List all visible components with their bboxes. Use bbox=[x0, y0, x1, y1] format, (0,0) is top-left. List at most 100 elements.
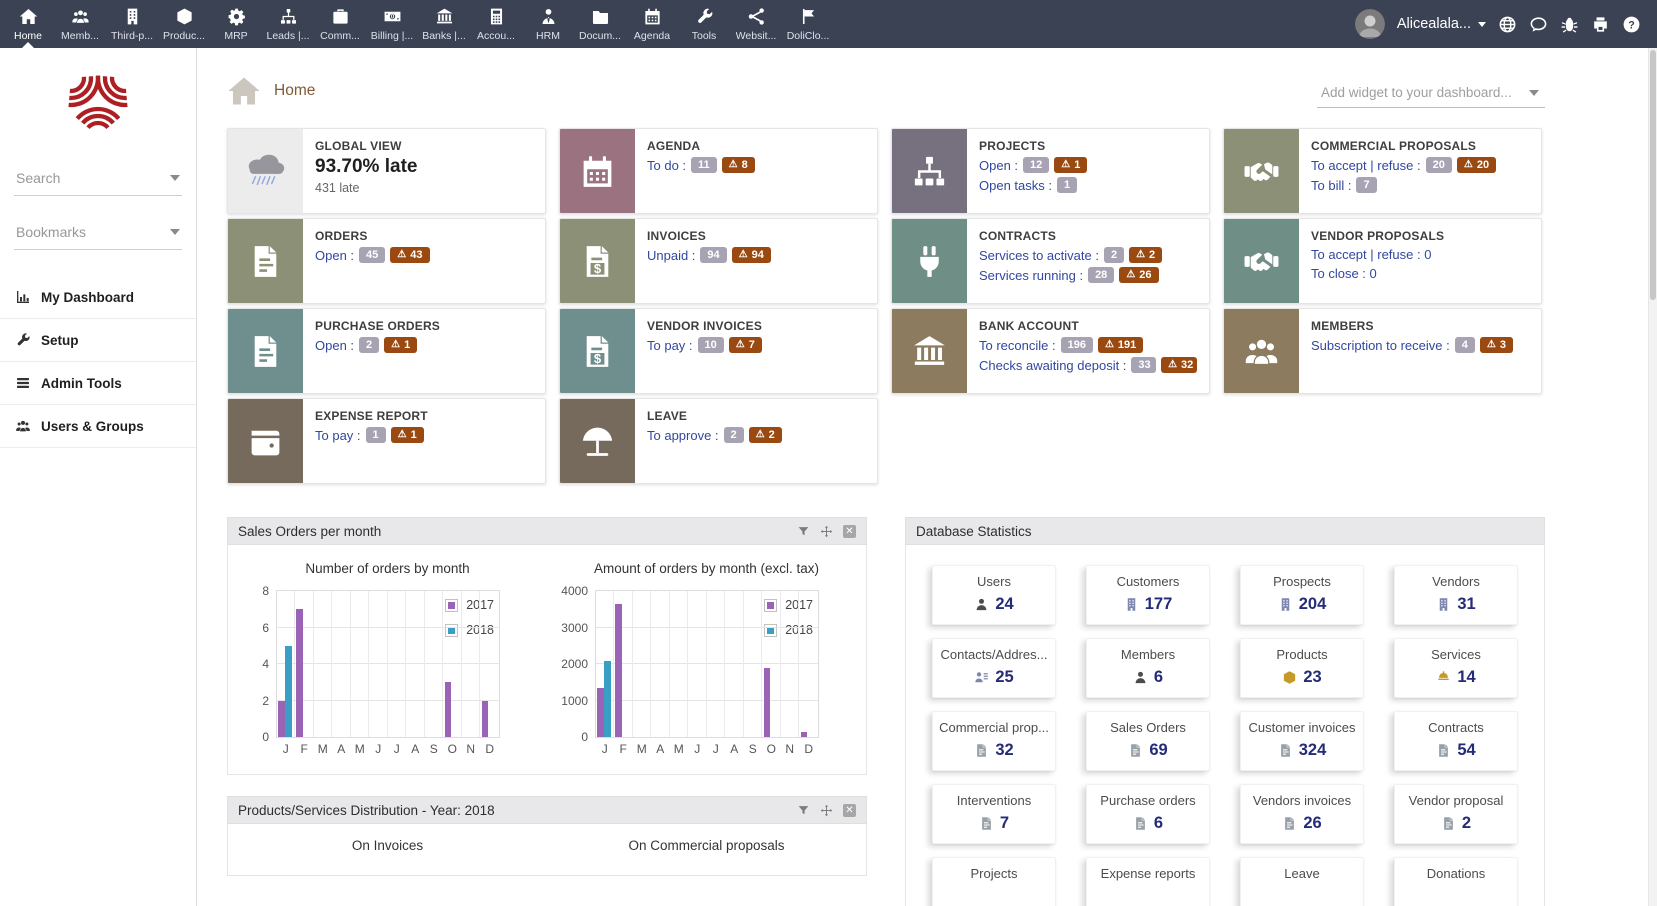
nav-item-accounting[interactable]: Accou... bbox=[470, 0, 522, 48]
stat-card-customers[interactable]: Customers 177 bbox=[1086, 565, 1210, 625]
stat-card-customer-invoices[interactable]: Customer invoices 324 bbox=[1240, 711, 1364, 771]
widget-title[interactable]: EXPENSE REPORT bbox=[315, 409, 533, 423]
nav-item-home[interactable]: Home bbox=[2, 0, 54, 48]
printer-icon[interactable] bbox=[1591, 15, 1610, 34]
nav-item-banks[interactable]: Banks |... bbox=[418, 0, 470, 48]
stat-card-vendors[interactable]: Vendors 31 bbox=[1394, 565, 1518, 625]
stat-card-interventions[interactable]: Interventions 7 bbox=[932, 784, 1056, 844]
add-widget-placeholder: Add widget to your dashboard... bbox=[1321, 85, 1512, 100]
stat-card-vendors-invoices[interactable]: Vendors invoices 26 bbox=[1240, 784, 1364, 844]
widget-line[interactable]: To pay : 10 ⚠7 bbox=[647, 337, 865, 353]
stat-card-vendor-proposal[interactable]: Vendor proposal 2 bbox=[1394, 784, 1518, 844]
stat-card-contacts[interactable]: Contacts/Addres... 25 bbox=[932, 638, 1056, 698]
nav-item-products[interactable]: Produc... bbox=[158, 0, 210, 48]
stat-card-products[interactable]: Products 23 bbox=[1240, 638, 1364, 698]
move-icon[interactable] bbox=[820, 804, 833, 817]
help-icon[interactable] bbox=[1622, 15, 1641, 34]
nav-item-members[interactable]: Memb... bbox=[54, 0, 106, 48]
vertical-scrollbar[interactable] bbox=[1648, 48, 1657, 906]
nav-item-website[interactable]: Websit... bbox=[730, 0, 782, 48]
sidebar-item-admin-tools[interactable]: Admin Tools bbox=[0, 362, 196, 405]
chevron-down-icon bbox=[1478, 22, 1486, 27]
widget-line[interactable]: Checks awaiting deposit : 33 ⚠32 bbox=[979, 357, 1197, 373]
left-sidebar: Search Bookmarks My Dashboard Setup A bbox=[0, 48, 197, 906]
widget-line[interactable]: To pay : 1 ⚠1 bbox=[315, 427, 533, 443]
widget-line[interactable]: To accept | refuse : 20 ⚠20 bbox=[1311, 157, 1529, 173]
nav-item-billing[interactable]: Billing |... bbox=[366, 0, 418, 48]
stat-card-leave[interactable]: Leave bbox=[1240, 857, 1364, 906]
sidebar-item-my-dashboard[interactable]: My Dashboard bbox=[0, 276, 196, 319]
widget-title[interactable]: BANK ACCOUNT bbox=[979, 319, 1197, 333]
widget-line[interactable]: To accept | refuse : 0 bbox=[1311, 247, 1529, 262]
widget-line[interactable]: To bill : 7 bbox=[1311, 177, 1529, 193]
stat-card-projects[interactable]: Projects bbox=[932, 857, 1056, 906]
user-menu[interactable]: Alicealala... bbox=[1397, 16, 1486, 32]
search-combobox[interactable]: Search bbox=[14, 168, 182, 196]
close-icon[interactable]: ✕ bbox=[843, 804, 856, 817]
stat-card-purchase-orders[interactable]: Purchase orders 6 bbox=[1086, 784, 1210, 844]
widget-line[interactable]: To reconcile : 196 ⚠191 bbox=[979, 337, 1197, 353]
sidebar-item-setup[interactable]: Setup bbox=[0, 319, 196, 362]
nav-item-dolicloud[interactable]: DoliClo... bbox=[782, 0, 834, 48]
widget-title[interactable]: PURCHASE ORDERS bbox=[315, 319, 533, 333]
widget-title[interactable]: VENDOR PROPOSALS bbox=[1311, 229, 1529, 243]
scrollbar-thumb[interactable] bbox=[1650, 50, 1656, 300]
avatar[interactable] bbox=[1355, 9, 1385, 39]
menu-label: Setup bbox=[41, 333, 79, 348]
widget-line[interactable]: Open : 2 ⚠1 bbox=[315, 337, 533, 353]
widget-title[interactable]: CONTRACTS bbox=[979, 229, 1197, 243]
stat-card-expense-reports[interactable]: Expense reports bbox=[1086, 857, 1210, 906]
add-widget-dropdown[interactable]: Add widget to your dashboard... bbox=[1317, 83, 1545, 108]
widget-title[interactable]: INVOICES bbox=[647, 229, 865, 243]
stat-card-services[interactable]: Services 14 bbox=[1394, 638, 1518, 698]
nav-item-documents[interactable]: Docum... bbox=[574, 0, 626, 48]
bookmarks-combobox[interactable]: Bookmarks bbox=[14, 222, 182, 250]
widget-line[interactable]: Services running : 28 ⚠26 bbox=[979, 267, 1197, 283]
nav-item-leads[interactable]: Leads |... bbox=[262, 0, 314, 48]
widget-title[interactable]: PROJECTS bbox=[979, 139, 1197, 153]
stat-card-sales-orders[interactable]: Sales Orders 69 bbox=[1086, 711, 1210, 771]
stat-card-prospects[interactable]: Prospects 204 bbox=[1240, 565, 1364, 625]
widget-line[interactable]: To approve : 2 ⚠2 bbox=[647, 427, 865, 443]
widget-title[interactable]: VENDOR INVOICES bbox=[647, 319, 865, 333]
widget-line[interactable]: Services to activate : 2 ⚠2 bbox=[979, 247, 1197, 263]
stat-card-commercial-proposals[interactable]: Commercial prop... 32 bbox=[932, 711, 1056, 771]
widget-title[interactable]: ORDERS bbox=[315, 229, 533, 243]
widget-line[interactable]: Open : 45 ⚠43 bbox=[315, 247, 533, 263]
filter-icon[interactable] bbox=[797, 525, 810, 538]
widget-title[interactable]: GLOBAL VIEW bbox=[315, 139, 533, 153]
stat-card-users[interactable]: Users 24 bbox=[932, 565, 1056, 625]
warning-icon: ⚠ bbox=[1126, 270, 1135, 280]
sidebar-item-users-groups[interactable]: Users & Groups bbox=[0, 405, 196, 448]
widget-title[interactable]: MEMBERS bbox=[1311, 319, 1529, 333]
nav-item-commerce[interactable]: Comm... bbox=[314, 0, 366, 48]
stat-label: Leave bbox=[1245, 866, 1359, 881]
widget-line[interactable]: To do : 11 ⚠8 bbox=[647, 157, 865, 173]
widget-line[interactable]: Unpaid : 94 ⚠94 bbox=[647, 247, 865, 263]
widget-line[interactable]: Open : 12 ⚠1 bbox=[979, 157, 1197, 173]
close-icon[interactable]: ✕ bbox=[843, 525, 856, 538]
widget-line[interactable]: To close : 0 bbox=[1311, 266, 1529, 281]
nav-item-tools[interactable]: Tools bbox=[678, 0, 730, 48]
stat-card-members[interactable]: Members 6 bbox=[1086, 638, 1210, 698]
menu-label: Admin Tools bbox=[41, 376, 122, 391]
filter-icon[interactable] bbox=[797, 804, 810, 817]
nav-item-hrm[interactable]: HRM bbox=[522, 0, 574, 48]
widget-title[interactable]: LEAVE bbox=[647, 409, 865, 423]
stat-label: Vendor proposal bbox=[1399, 793, 1513, 808]
widget-line[interactable]: Open tasks : 1 bbox=[979, 177, 1197, 193]
widget-title[interactable]: AGENDA bbox=[647, 139, 865, 153]
widget-title[interactable]: COMMERCIAL PROPOSALS bbox=[1311, 139, 1529, 153]
chat-icon[interactable] bbox=[1529, 15, 1548, 34]
chevron-down-icon bbox=[1529, 90, 1539, 96]
globe-icon[interactable] bbox=[1498, 15, 1517, 34]
move-icon[interactable] bbox=[820, 525, 833, 538]
stat-card-contracts[interactable]: Contracts 54 bbox=[1394, 711, 1518, 771]
widget-line[interactable]: Subscription to receive : 4 ⚠3 bbox=[1311, 337, 1529, 353]
nav-item-agenda[interactable]: Agenda bbox=[626, 0, 678, 48]
stat-card-donations[interactable]: Donations bbox=[1394, 857, 1518, 906]
bug-icon[interactable] bbox=[1560, 15, 1579, 34]
nav-item-third-parties[interactable]: Third-p... bbox=[106, 0, 158, 48]
database-statistics-panel: Database Statistics Users 24 Customers 1… bbox=[905, 517, 1545, 906]
nav-item-mrp[interactable]: MRP bbox=[210, 0, 262, 48]
